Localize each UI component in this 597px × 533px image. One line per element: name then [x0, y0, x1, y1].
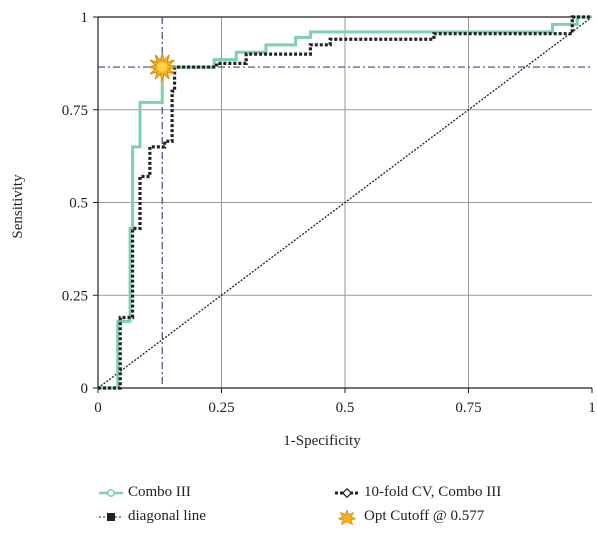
- legend-item-10-fold-cv: 10-fold CV, Combo III: [334, 484, 501, 501]
- y-tick-label: 0.75: [62, 103, 88, 119]
- legend-label: diagonal line: [128, 508, 206, 524]
- x-axis-label: 1-Specificity: [283, 433, 361, 449]
- legend-label: 10-fold CV, Combo III: [364, 484, 502, 500]
- roc-chart: 0 0.25 0.5 0.75 1 0 0.25 0.5 0.75 1 1-Specificity S…: [10, 10, 596, 449]
- y-tick-label: 1: [81, 10, 89, 26]
- legend: Combo III 10-fold CV, Combo III diagonal…: [0, 478, 597, 533]
- cv-legend-icon: [335, 487, 359, 498]
- x-tick-label: 0.75: [455, 400, 481, 416]
- x-tick-label: 1: [588, 400, 596, 416]
- diagonal-line: [97, 16, 593, 389]
- cv-combo-iii-line: [98, 15, 592, 390]
- star-burst-legend-icon: [337, 508, 357, 525]
- legend-item-opt-cutoff: Opt Cutoff @ 0.577: [334, 508, 484, 525]
- y-axis-label: Sensitivity: [10, 174, 26, 239]
- combo-iii-line: [98, 15, 592, 390]
- y-tick-label: 0: [81, 381, 89, 397]
- x-tick-label: 0.25: [208, 400, 234, 416]
- y-tick-label: 0.5: [69, 196, 88, 212]
- combo-iii-legend-icon: [99, 488, 123, 497]
- diagonal-legend-icon: [99, 512, 123, 521]
- legend-item-combo-iii: Combo III: [98, 484, 191, 501]
- opt-cutoff-marker-core: [157, 62, 168, 73]
- legend-item-diagonal-line: diagonal line: [98, 508, 206, 525]
- y-tick-label: 0.25: [62, 288, 88, 304]
- legend-label: Opt Cutoff @ 0.577: [364, 508, 485, 524]
- x-tick-label: 0.5: [336, 400, 355, 416]
- legend-label: Combo III: [128, 484, 191, 500]
- x-tick-label: 0: [94, 400, 102, 416]
